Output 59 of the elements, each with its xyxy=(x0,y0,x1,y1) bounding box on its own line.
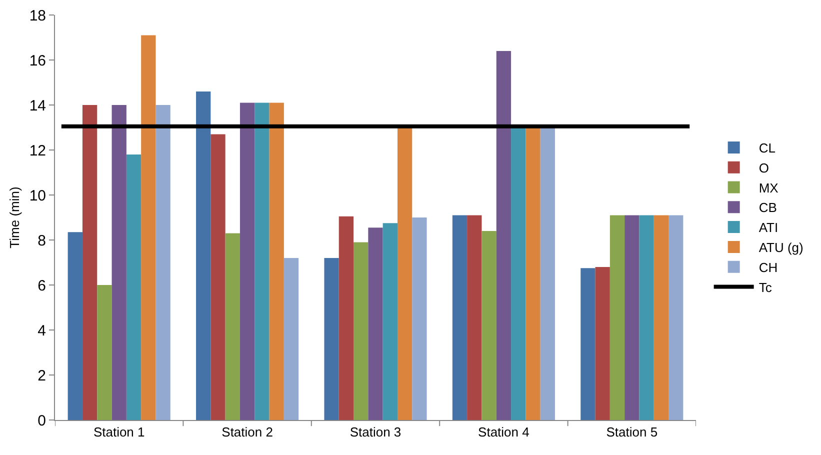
bar xyxy=(397,128,412,420)
y-tick-label: 0 xyxy=(38,412,46,430)
y-tick-label: 16 xyxy=(29,52,46,70)
bar xyxy=(595,267,610,420)
y-tick-label: 4 xyxy=(38,322,46,340)
bar xyxy=(668,215,684,420)
bar xyxy=(141,35,156,420)
bar xyxy=(68,232,82,420)
bar xyxy=(156,105,170,420)
legend-label: CB xyxy=(758,200,777,216)
legend-label: ATI xyxy=(758,220,778,236)
bar xyxy=(482,231,496,420)
y-axis-title: Time (min) xyxy=(7,186,22,248)
bar xyxy=(240,102,255,420)
x-tick-label: Station 5 xyxy=(606,424,658,440)
bar xyxy=(210,134,226,420)
y-tick-label: 14 xyxy=(29,97,46,114)
bar xyxy=(511,128,526,420)
bar xyxy=(496,51,512,420)
y-tick-label: 12 xyxy=(29,142,46,160)
bar xyxy=(225,233,240,420)
bar xyxy=(196,92,211,420)
bar xyxy=(97,285,112,420)
bar xyxy=(112,105,126,420)
legend-label: CL xyxy=(758,140,776,156)
bar xyxy=(354,242,368,420)
y-tick-label: 6 xyxy=(38,277,46,294)
bar xyxy=(82,105,98,420)
bar xyxy=(382,223,398,420)
bar xyxy=(624,215,640,420)
bar xyxy=(412,218,427,420)
bar xyxy=(452,215,468,420)
bar xyxy=(368,228,383,420)
bar xyxy=(338,216,354,420)
bar xyxy=(610,215,625,420)
bar xyxy=(639,215,654,420)
x-tick-label: Station 2 xyxy=(222,424,273,440)
x-tick-label: Station 4 xyxy=(478,424,530,440)
legend-label: CH xyxy=(758,260,778,275)
y-tick-label: 18 xyxy=(29,7,46,24)
legend-label: ATU (g) xyxy=(758,240,804,256)
bar xyxy=(324,258,339,420)
bar xyxy=(540,128,555,420)
bar xyxy=(269,102,284,420)
bar xyxy=(254,102,270,420)
legend-label: MX xyxy=(758,180,779,196)
bar xyxy=(654,215,669,420)
y-tick-label: 2 xyxy=(38,367,46,384)
bar xyxy=(467,215,482,420)
bar xyxy=(284,258,299,420)
bar xyxy=(126,154,142,420)
bar xyxy=(580,268,596,420)
x-tick-label: Station 3 xyxy=(350,424,402,440)
legend-label: Tc xyxy=(758,280,772,295)
legend-label: O xyxy=(758,160,769,176)
y-tick-label: 10 xyxy=(29,187,46,204)
bar xyxy=(526,128,540,420)
y-tick-label: 8 xyxy=(38,232,46,250)
x-tick-label: Station 1 xyxy=(93,424,145,440)
